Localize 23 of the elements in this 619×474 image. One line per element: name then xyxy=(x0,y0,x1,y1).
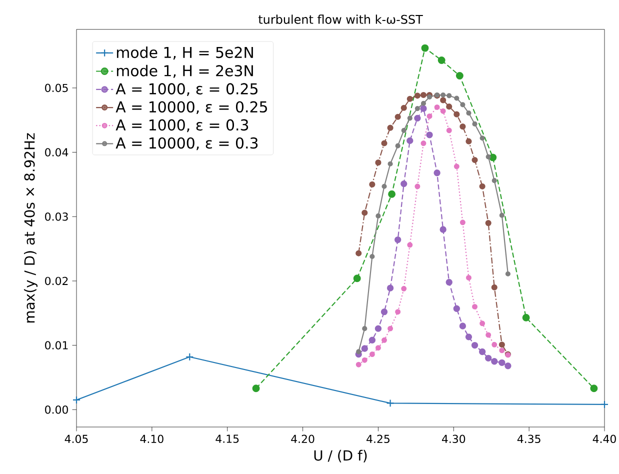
y-tick-label: 0.01 xyxy=(45,341,68,350)
y-tick-label: 0.04 xyxy=(45,148,68,156)
legend-label: A = 1000, ε = 0.25 xyxy=(116,83,258,96)
x-tick-label: 4.25 xyxy=(366,434,390,444)
x-tick-label: 4.20 xyxy=(291,434,314,444)
legend-label: mode 1, H = 2e3N xyxy=(116,64,253,78)
y-tick-label: 0.02 xyxy=(45,276,68,286)
x-tick-label: 4.30 xyxy=(442,434,466,444)
y-tick-label: 0.00 xyxy=(45,405,68,414)
x-tick-label: 4.35 xyxy=(517,434,540,444)
legend-label: A = 10000, ε = 0.25 xyxy=(116,101,267,114)
y-tick-label: 0.03 xyxy=(45,212,68,221)
x-tick-label: 4.05 xyxy=(64,434,88,444)
x-tick-label: 4.15 xyxy=(216,434,239,443)
chart-title: turbulent flow with k-ω-SST xyxy=(258,14,423,24)
legend-label: mode 1, H = 5e2N xyxy=(116,46,253,60)
x-tick-label: 4.10 xyxy=(140,434,164,444)
y-axis-title: max(y / D) at 40s × 8.92Hz xyxy=(24,133,38,323)
y-tick-label: 0.05 xyxy=(45,84,68,92)
x-axis-title: U / (D f) xyxy=(314,450,367,462)
legend-label: A = 10000, ε = 0.3 xyxy=(116,137,258,150)
legend-label: A = 1000, ε = 0.3 xyxy=(116,119,248,132)
x-tick-label: 4.40 xyxy=(592,434,616,444)
